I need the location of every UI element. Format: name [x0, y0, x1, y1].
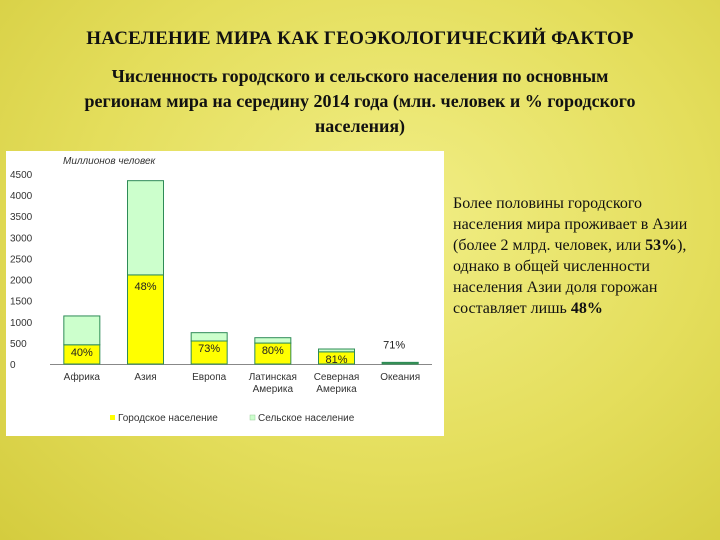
- subtitle-line-1: Численность городского и сельского насел…: [111, 66, 609, 86]
- side-note-text-1: Более половины городского населения мира…: [453, 195, 688, 254]
- bar-rural-4: [318, 348, 355, 353]
- y-tick-label: 4500: [10, 170, 33, 181]
- x-tick-label: Америка: [253, 384, 294, 395]
- x-tick-label: Океания: [380, 372, 420, 383]
- legend-swatch-rural: [249, 414, 256, 421]
- y-tick-label: 2000: [10, 276, 33, 287]
- y-tick-label: 4000: [10, 191, 33, 202]
- x-tick-label: Латинская: [249, 372, 297, 383]
- urban-percent-label: 81%: [325, 354, 347, 366]
- chart-subtitle: Численность городского и сельского насел…: [10, 64, 710, 139]
- subtitle-line-3: населения): [314, 116, 406, 136]
- y-tick-label: 1000: [10, 318, 33, 329]
- y-axis-label: Миллионов человек: [63, 156, 157, 167]
- y-tick-label: 3500: [10, 212, 33, 223]
- bar-urban-1: [127, 274, 164, 365]
- bar-rural-2: [190, 332, 228, 342]
- y-tick-label: 500: [10, 339, 27, 350]
- urban-percent-label: 48%: [134, 281, 156, 293]
- urban-percent-label: 40%: [71, 347, 93, 359]
- subtitle-line-2: регионам мира на середину 2014 года (млн…: [84, 91, 636, 111]
- urban-percent-label: 80%: [262, 345, 284, 357]
- y-tick-label: 2500: [10, 254, 33, 265]
- x-tick-label: Азия: [134, 372, 156, 383]
- legend-label-urban: Городское население: [118, 413, 218, 424]
- slide-title: НАСЕЛЕНИЕ МИРА КАК ГЕОЭКОЛОГИЧЕСКИЙ ФАКТ…: [86, 28, 634, 49]
- legend-label-rural: Сельское население: [258, 413, 355, 424]
- urban-percent-label: 73%: [198, 343, 220, 355]
- y-tick-label: 0: [10, 360, 16, 371]
- side-note-bold-1: 53%: [645, 237, 678, 254]
- x-tick-label: Африка: [64, 371, 101, 383]
- x-tick-label: Европа: [192, 372, 227, 383]
- y-tick-label: 1500: [10, 297, 33, 308]
- bar-rural-3: [254, 337, 292, 344]
- x-tick-label: Америка: [316, 384, 357, 395]
- bar-rural-5: [381, 361, 419, 364]
- side-note-text-2: ), однако в общей численности населения …: [453, 237, 687, 317]
- legend-swatch-urban: [110, 415, 115, 420]
- chart-panel: Миллионов человек 0 500 1000 1500 2000 2500 300…: [6, 151, 444, 436]
- x-tick-label: Северная: [314, 372, 360, 383]
- stacked-bar-chart: Миллионов человек 0 500 1000 1500 2000 2500 300…: [10, 156, 432, 424]
- bar-rural-0: [63, 315, 101, 346]
- bar-rural-1: [127, 180, 164, 276]
- side-note: Более половины городского населения мира…: [453, 193, 693, 319]
- y-tick-label: 3000: [10, 233, 33, 244]
- side-note-bold-2: 48%: [570, 300, 603, 317]
- urban-percent-label: 71%: [383, 339, 405, 351]
